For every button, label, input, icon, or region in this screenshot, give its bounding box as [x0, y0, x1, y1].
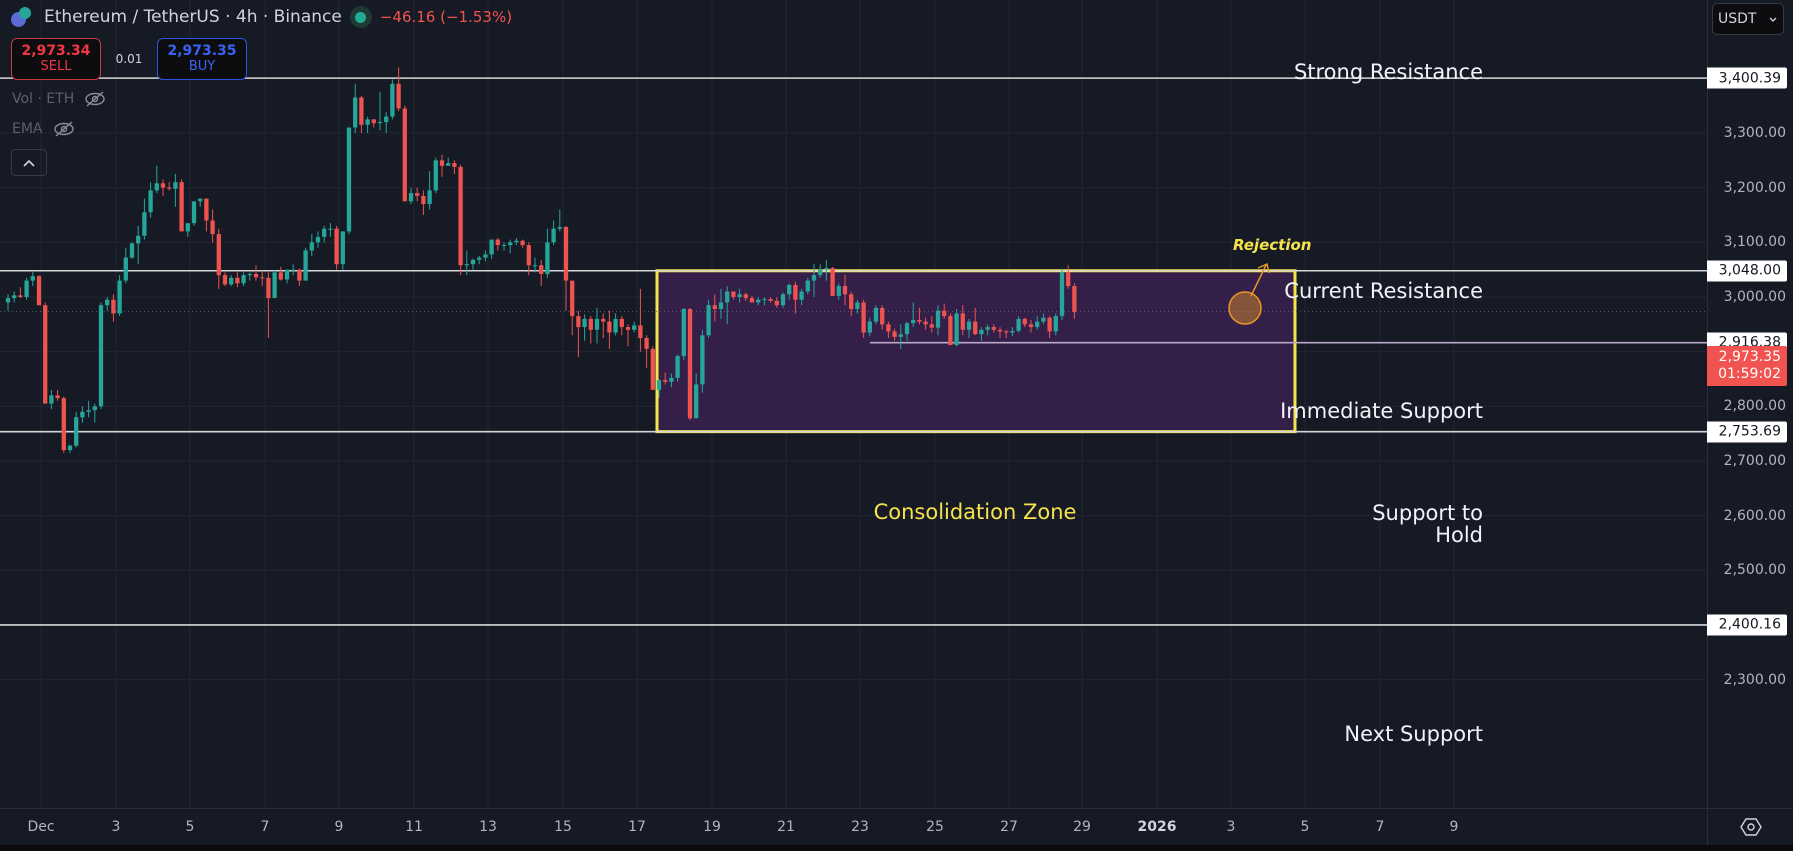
price-change: −46.16 (−1.53%) — [379, 8, 513, 26]
candlestick-chart[interactable] — [0, 0, 1707, 808]
time-tick: 7 — [1375, 819, 1385, 835]
time-axis[interactable]: Dec 3 5 7 9 11 13 15 17 19 21 23 25 27 29 2026 3 5 7 9 — [0, 808, 1707, 846]
indicator-ema-label: EMA — [12, 121, 43, 137]
trade-panel: 2,973.34 SELL 0.01 2,973.35 BUY — [11, 38, 247, 80]
buy-price: 2,973.35 — [167, 43, 237, 59]
chevron-down-icon — [1769, 17, 1777, 22]
chevron-up-icon — [23, 159, 35, 167]
market-open-icon — [349, 6, 372, 28]
time-tick: 21 — [777, 819, 795, 835]
last-price-tag: 2,973.35 01:59:02 — [1707, 346, 1787, 386]
time-tick: 9 — [1449, 819, 1459, 835]
price-axis[interactable]: 3,300.00 3,200.00 3,100.00 3,000.00 2,800.00… — [1707, 0, 1793, 808]
symbol-title[interactable]: Ethereum / TetherUS · 4h · Binance — [44, 7, 342, 27]
bottom-edge — [0, 845, 1793, 851]
eye-off-icon[interactable] — [84, 91, 106, 107]
last-price-value: 2,973.35 — [1718, 349, 1781, 365]
level-price-tag: 3,048.00 — [1707, 260, 1787, 282]
settings-hexagon-icon — [1739, 818, 1762, 836]
time-tick: 7 — [260, 819, 270, 835]
time-tick: 15 — [554, 819, 572, 835]
price-tick: 2,500.00 — [1723, 562, 1786, 579]
time-tick: 27 — [1000, 819, 1018, 835]
time-tick: 11 — [405, 819, 423, 835]
level-price-tag: 2,753.69 — [1707, 421, 1787, 443]
time-tick: 13 — [479, 819, 497, 835]
label-strong-resistance: Strong Resistance — [1293, 60, 1483, 84]
time-tick: 19 — [703, 819, 721, 835]
time-tick: 5 — [185, 819, 195, 835]
time-tick: 5 — [1300, 819, 1310, 835]
indicator-volume[interactable]: Vol · ETH — [12, 91, 106, 107]
consolidation-zone[interactable] — [655, 269, 1297, 434]
symbol-legend[interactable]: Ethereum / TetherUS · 4h · Binance −46.1… — [10, 6, 512, 28]
currency-select[interactable]: USDT — [1712, 3, 1784, 35]
price-tick: 3,000.00 — [1723, 289, 1786, 305]
consolidation-zone-label: Consolidation Zone — [873, 500, 1077, 524]
price-tick: 2,700.00 — [1723, 453, 1786, 469]
time-tick: 23 — [851, 819, 869, 835]
price-tick: 3,100.00 — [1723, 234, 1786, 251]
indicator-ema[interactable]: EMA — [12, 121, 75, 137]
chart-settings-button[interactable] — [1707, 808, 1793, 845]
level-price-tag: 2,400.16 — [1707, 614, 1787, 636]
time-tick: 29 — [1073, 819, 1091, 835]
price-tick: 3,200.00 — [1723, 179, 1786, 196]
rejection-circle — [1228, 291, 1262, 325]
sell-label: SELL — [40, 59, 72, 74]
candle-countdown: 01:59:02 — [1718, 366, 1781, 382]
indicator-volume-label: Vol · ETH — [12, 91, 75, 107]
time-tick: Dec — [27, 819, 55, 835]
price-tick: 3,300.00 — [1723, 125, 1786, 141]
buy-label: BUY — [188, 59, 216, 74]
eye-off-icon[interactable] — [53, 121, 75, 137]
time-tick: 3 — [111, 819, 121, 835]
collapse-legend-button[interactable] — [11, 149, 47, 176]
sell-price: 2,973.34 — [21, 43, 91, 59]
time-tick: 17 — [628, 819, 646, 835]
buy-button[interactable]: 2,973.35 BUY — [157, 38, 247, 80]
price-tick: 2,600.00 — [1723, 507, 1786, 524]
currency-value: USDT — [1718, 11, 1757, 27]
time-tick: 2026 — [1137, 819, 1177, 835]
label-immediate-support: Immediate Support — [1280, 399, 1483, 423]
rejection-label: Rejection — [1233, 236, 1312, 254]
label-support-to-hold: Support to Hold — [1372, 501, 1483, 547]
sell-button[interactable]: 2,973.34 SELL — [11, 38, 101, 80]
label-next-support: Next Support — [1344, 722, 1483, 746]
label-current-resistance: Current Resistance — [1284, 279, 1483, 303]
spread-value: 0.01 — [115, 52, 143, 66]
price-tick: 2,800.00 — [1723, 398, 1786, 415]
price-tick: 2,300.00 — [1723, 671, 1786, 688]
level-price-tag: 3,400.39 — [1707, 67, 1787, 89]
time-tick: 9 — [334, 819, 344, 835]
time-tick: 3 — [1226, 819, 1236, 835]
time-tick: 25 — [926, 819, 944, 835]
ethereum-logo-icon — [10, 6, 36, 28]
